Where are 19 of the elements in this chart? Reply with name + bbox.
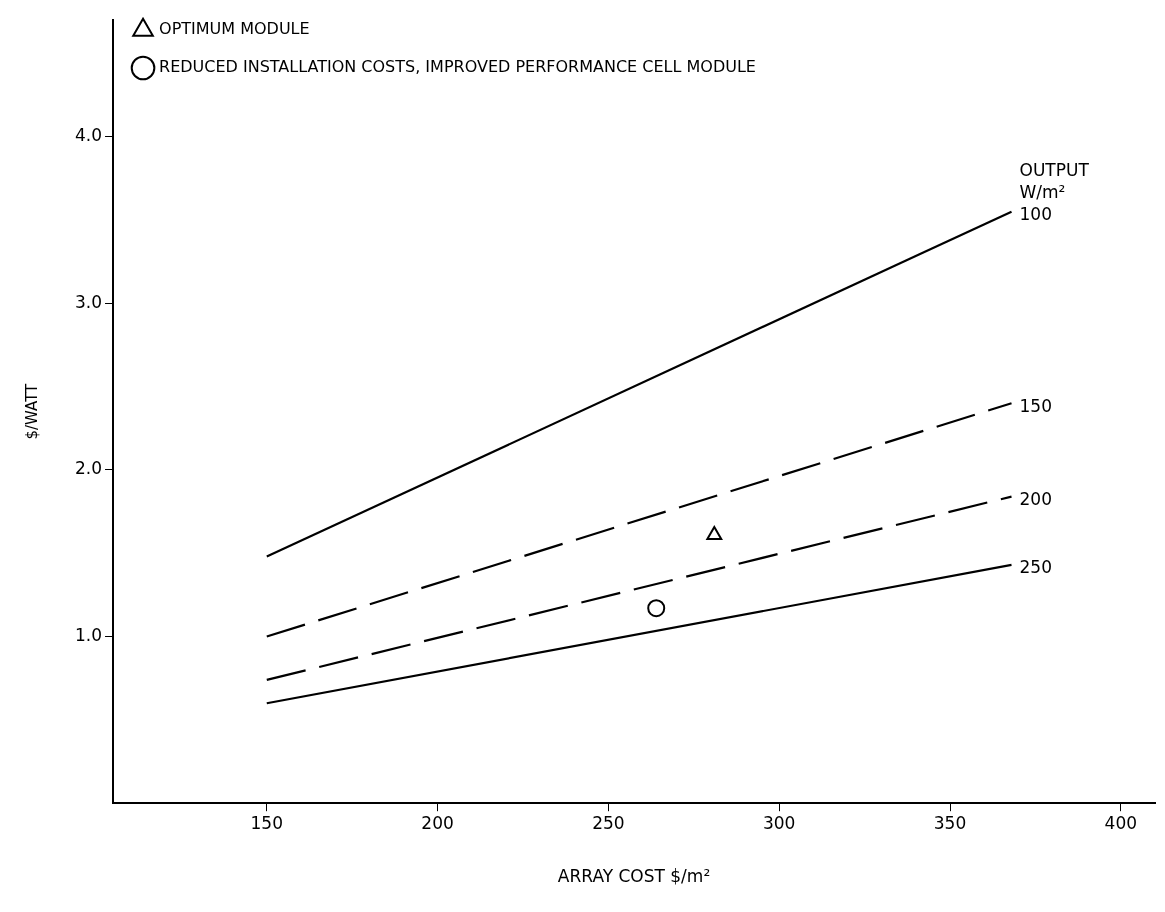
series-label: 150 (1019, 395, 1052, 416)
series-label: 200 (1019, 489, 1052, 510)
y-tick-label: 1.0 (74, 624, 103, 645)
series-label: 250 (1019, 557, 1052, 578)
legend-title: OUTPUT W/m² (1019, 159, 1090, 202)
x-tick-label: 250 (592, 812, 625, 833)
series-label: 100 (1019, 204, 1052, 225)
x-tick-label: 300 (762, 812, 796, 833)
legend-label: OPTIMUM MODULE (159, 19, 310, 39)
y-axis-title: $/WATT (22, 382, 41, 440)
x-tick-label: 350 (933, 812, 967, 833)
x-tick-label: 200 (421, 812, 454, 833)
legend-label: REDUCED INSTALLATION COSTS, IMPROVED PERFORMANCE CELL MODULE (159, 57, 756, 77)
x-tick-label: 150 (250, 812, 283, 833)
x-axis-title: ARRAY COST $/m² (557, 866, 711, 887)
x-tick-label: 400 (1104, 812, 1138, 833)
y-tick-label: 2.0 (74, 458, 103, 479)
y-tick-label: 4.0 (74, 125, 103, 146)
y-tick-label: 3.0 (74, 291, 103, 312)
